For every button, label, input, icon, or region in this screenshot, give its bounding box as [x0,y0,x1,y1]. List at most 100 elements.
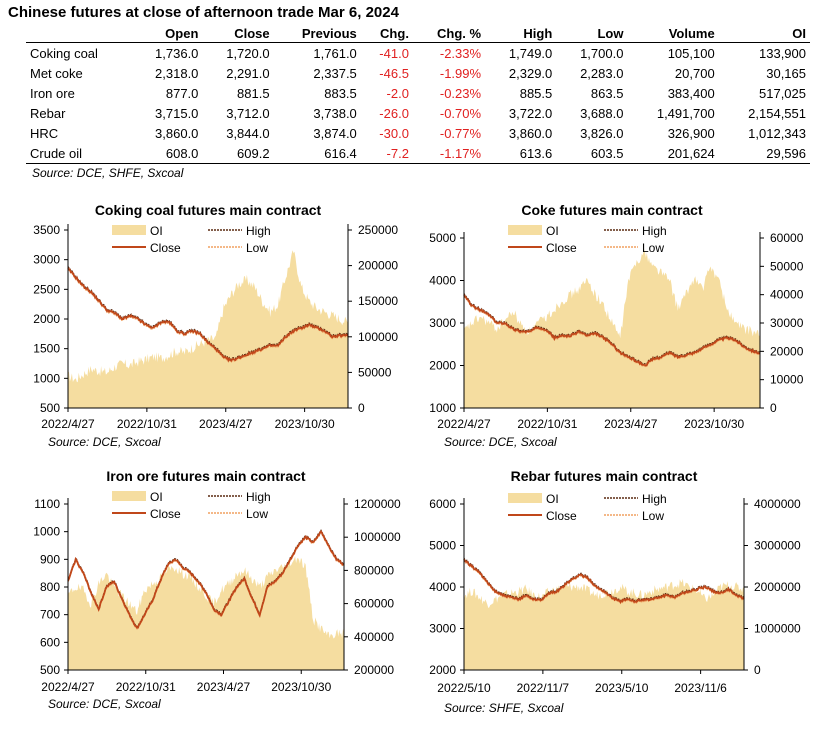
left-tick-label: 4000 [429,580,456,594]
table-row: Iron ore 877.0 881.5 883.5 -2.0 -0.23% 885.5 86… [26,83,810,103]
x-tick-label: 2022/11/7 [517,681,570,695]
left-tick-label: 1000 [429,401,456,415]
right-tick-label: 400000 [354,630,394,644]
right-tick-label: 600000 [354,597,394,611]
table-cell: 883.5 [324,85,357,101]
x-tick-label: 2023/11/6 [674,681,727,695]
table-cell: 1,700.0 [580,45,624,61]
table-cell: 30,165 [766,65,806,81]
legend-oi-label: OI [546,492,559,506]
right-tick-label: 4000000 [754,497,801,511]
x-tick-label: 2022/10/31 [517,417,577,431]
table-cell: 1,749.0 [508,45,553,61]
table-cell: 105,100 [667,45,715,61]
left-tick-label: 500 [40,401,60,415]
x-tick-label: 2023/10/30 [275,417,335,431]
left-tick-label: 2000 [429,663,456,677]
table-cell: 616.4 [324,145,357,161]
table-cell: -1.17% [439,145,482,161]
right-tick-label: 1000000 [354,530,401,544]
table-row: Met coke 2,318.0 2,291.0 2,337.5 -46.5 -1.99%… [26,63,810,83]
table-cell: 2,283.0 [580,65,624,81]
left-tick-label: 700 [40,608,60,622]
left-tick-label: 500 [40,663,60,677]
chart-source: Source: DCE, Sxcoal [48,435,161,449]
x-tick-label: 2023/4/27 [197,680,251,694]
table-cell: -7.2 [386,145,409,161]
chart-source: Source: DCE, Sxcoal [444,435,557,449]
left-tick-label: 900 [40,552,60,566]
oi-area [68,250,348,408]
table-cell: 877.0 [165,85,199,101]
legend-low-label: Low [642,241,664,255]
right-tick-label: 50000 [770,259,804,273]
table-body: Coking coal 1,736.0 1,720.0 1,761.0 -41.0 -2.… [26,43,810,164]
page-title: Chinese futures at close of afternoon tr… [8,4,399,21]
left-tick-label: 2500 [33,282,60,296]
table-cell: HRC [30,125,59,141]
right-tick-label: 20000 [770,344,804,358]
right-tick-label: 250000 [358,223,398,237]
table-cell: 2,154,551 [748,105,806,121]
legend-close-label: Close [546,509,577,523]
legend-high-label: High [246,490,271,504]
table-cell: 1,012,343 [748,125,806,141]
chart-title: Rebar futures main contract [511,468,698,484]
legend-oi-label: OI [150,224,163,238]
table-cell: 1,736.0 [155,45,199,61]
x-tick-label: 2023/5/10 [595,681,649,695]
left-tick-label: 6000 [429,497,456,511]
table-cell: Crude oil [30,145,83,161]
table-cell: 608.0 [165,145,199,161]
coking-coal-chart: Coking coal futures main contract 500 1000… [33,202,398,449]
right-tick-label: 200000 [354,663,394,677]
legend-low-label: Low [246,507,268,521]
legend-high-label: High [642,492,667,506]
right-tick-label: 40000 [770,288,804,302]
left-tick-label: 3000 [429,316,456,330]
right-tick-label: 150000 [358,294,398,308]
table-cell: Iron ore [30,85,75,101]
x-tick-label: 2022/10/31 [116,680,176,694]
right-tick-label: 10000 [770,373,804,387]
left-tick-label: 1100 [34,497,60,511]
table-cell: 1,720.0 [226,45,270,61]
high-line [463,292,760,365]
right-tick-label: 1200000 [354,497,401,511]
x-tick-label: 2023/10/30 [684,417,744,431]
high-line [67,266,349,360]
left-tick-label: 5000 [429,539,456,553]
table-cell: Coking coal [30,45,98,61]
coke-chart: Coke futures main contract 1000 2000 3000 40… [429,202,804,449]
table-cell: 3,688.0 [580,105,624,121]
left-tick-label: 3000 [429,622,456,636]
table-row: HRC 3,860.0 3,844.0 3,874.0 -30.0 -0.77% 3,860… [26,123,810,143]
left-tick-label: 1500 [33,342,60,356]
table-cell: 133,900 [759,45,806,61]
table-cell: 863.5 [590,85,624,101]
right-tick-label: 0 [754,663,761,677]
rebar-chart: Rebar futures main contract 2000 3000 4000 5… [429,468,801,715]
table-cell: 613.6 [519,145,553,161]
close-line [67,267,349,363]
table-row: Crude oil 608.0 609.2 616.4 -7.2 -1.17% 613.6 6… [26,143,810,164]
right-tick-label: 3000000 [754,539,801,553]
table-cell: 201,624 [667,145,715,161]
legend-high-label: High [246,224,271,238]
futures-table: Open Close Previous Chg. Chg. % High Low Volume… [26,25,810,164]
table-cell: -46.5 [379,65,409,81]
x-tick-label: 2023/4/27 [604,417,658,431]
table-cell: 1,761.0 [313,45,357,61]
x-tick-label: 2023/10/30 [271,680,331,694]
oi-area [464,248,760,408]
column-header: OI [792,26,806,41]
table-cell: 3,874.0 [313,125,357,141]
right-tick-label: 1000000 [754,622,801,636]
table-cell: 20,700 [674,65,715,81]
table-cell: -30.0 [379,125,409,141]
column-header: Chg. [380,26,409,41]
legend-oi-swatch [508,225,542,235]
left-tick-label: 3500 [33,223,60,237]
table-cell: -0.70% [439,105,482,121]
right-tick-label: 200000 [358,259,398,273]
